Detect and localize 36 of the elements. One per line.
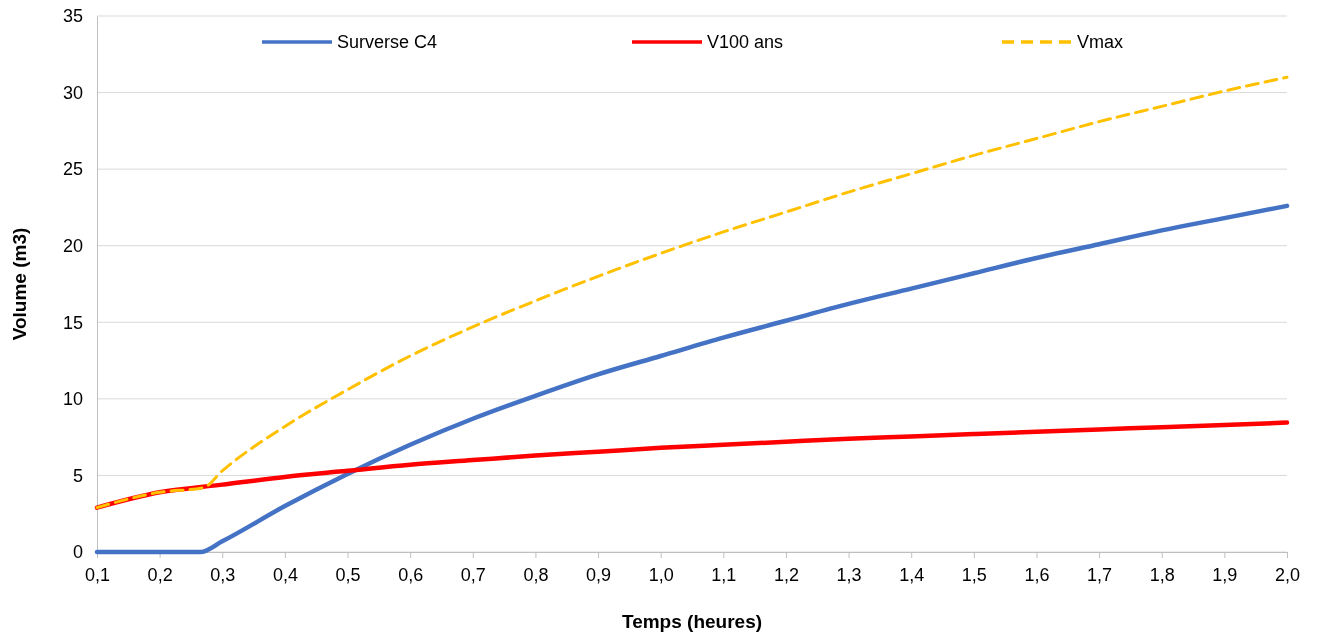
y-tick-label: 25 — [62, 159, 83, 180]
x-tick-label: 1,5 — [961, 564, 987, 585]
line-series — [94, 203, 1290, 555]
x-tick-label: 1,6 — [1024, 564, 1050, 585]
x-tick-label: 0,6 — [398, 564, 424, 585]
legend-label: Surverse C4 — [337, 32, 438, 53]
x-tick-label: 0,5 — [335, 564, 361, 585]
x-tick-label: 1,2 — [773, 564, 799, 585]
y-tick-label: 20 — [62, 235, 83, 256]
x-tick-label: 0,3 — [210, 564, 236, 585]
x-tick-label: 1,7 — [1087, 564, 1113, 585]
x-tick-label: 0,8 — [523, 564, 549, 585]
x-tick-label: 0,7 — [460, 564, 486, 585]
x-axis-title: Temps (heures) — [621, 611, 763, 632]
x-tick-label: 1,1 — [711, 564, 737, 585]
legend-label: V100 ans — [707, 32, 784, 53]
y-tick-label: 5 — [72, 465, 83, 486]
legend-label: Vmax — [1077, 32, 1124, 53]
y-tick-label: 15 — [62, 312, 83, 333]
x-tick-label: 0,4 — [272, 564, 298, 585]
x-tick-label: 0,9 — [586, 564, 612, 585]
x-tick-label: 0,2 — [147, 564, 173, 585]
x-tick-label: 1,8 — [1149, 564, 1175, 585]
x-tick-label: 1,9 — [1212, 564, 1238, 585]
y-axis-title: Volume (m3) — [9, 227, 30, 341]
x-tick-label: 1,0 — [648, 564, 674, 585]
x-tick-label: 0,1 — [84, 564, 111, 585]
y-tick-label: 30 — [62, 82, 83, 103]
line-series — [95, 75, 1289, 510]
y-tick-label: 10 — [62, 389, 83, 410]
y-tick-label: 0 — [72, 542, 83, 563]
line-series — [94, 420, 1290, 510]
x-tick-label: 2,0 — [1274, 564, 1301, 585]
y-tick-label: 35 — [62, 6, 83, 27]
x-tick-label: 1,4 — [899, 564, 925, 585]
x-tick-label: 1,3 — [836, 564, 862, 585]
